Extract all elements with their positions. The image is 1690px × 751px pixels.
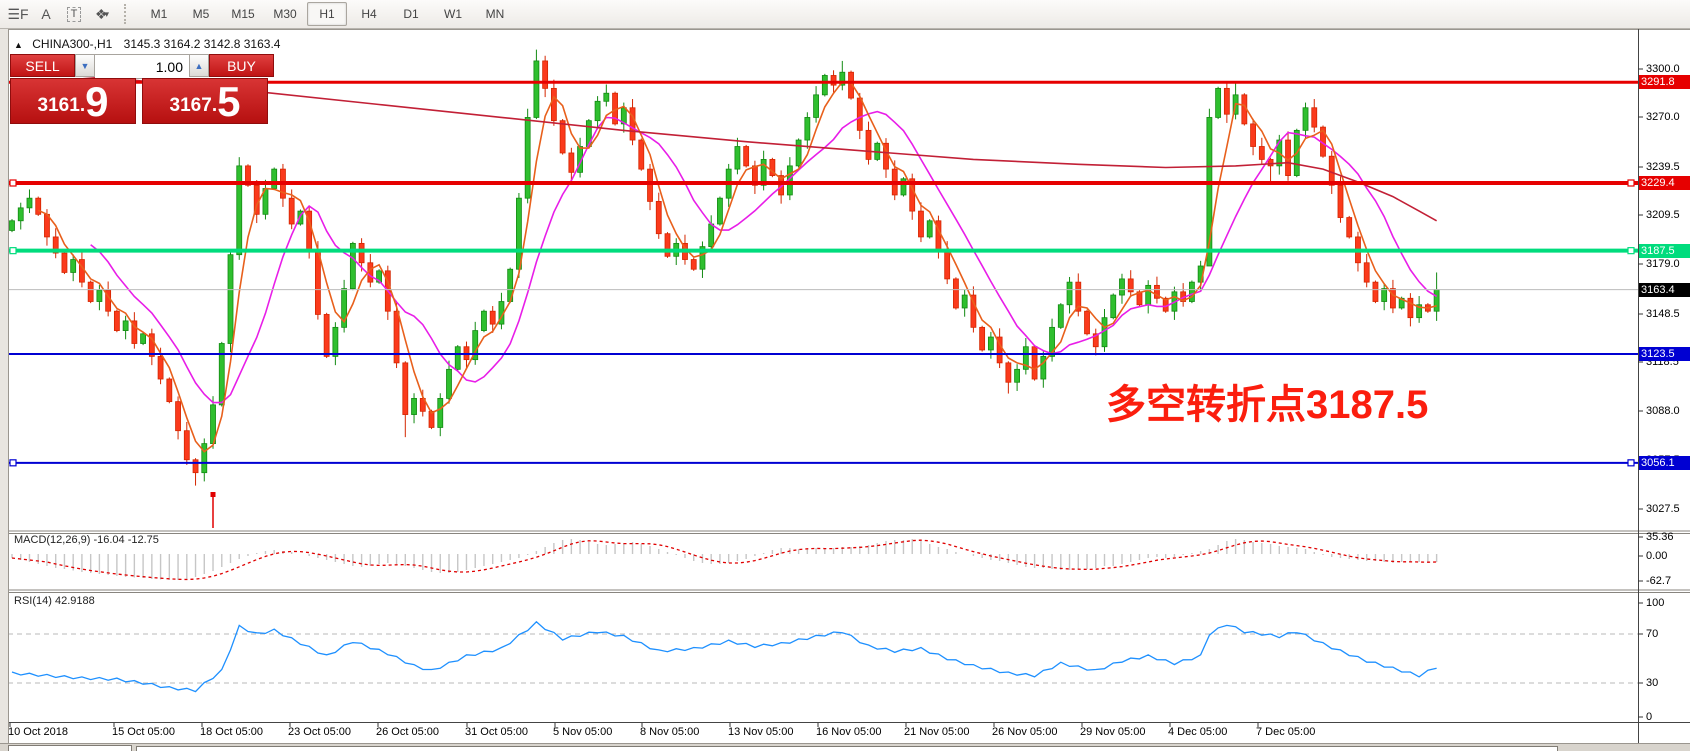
buy-button[interactable]: BUY (209, 54, 274, 77)
chart-region: ▲ CHINA300-,H1 3145.3 3164.2 3142.8 3163… (0, 29, 1690, 751)
timeframe-button-w1[interactable]: W1 (444, 7, 462, 21)
chevron-up-icon: ▲ (194, 60, 204, 71)
rsi-pane (8, 620, 1638, 693)
timeframe-button-m1[interactable]: M1 (150, 7, 168, 21)
chevron-down-icon: ▼ (80, 60, 90, 71)
chart-title: ▲ CHINA300-,H1 3145.3 3164.2 3142.8 3163… (14, 37, 280, 51)
price-level-label: 3123.5 (1639, 347, 1690, 361)
rsi-indicator-label: RSI(14) 42.9188 (14, 595, 95, 607)
buy-price-main: 3167. (169, 95, 218, 116)
volume-decrease-button[interactable]: ▼ (75, 54, 95, 77)
trade-price-row: 3161. 9 3167. 5 (10, 78, 274, 124)
chart-tab-bar[interactable] (136, 746, 1558, 751)
price-level-label: 3291.8 (1639, 75, 1690, 89)
text-label-icon[interactable]: A (41, 6, 51, 22)
timeframe-button-h4[interactable]: H4 (361, 7, 377, 21)
chart-left-gutter (0, 29, 9, 751)
volume-increase-button[interactable]: ▲ (189, 54, 209, 77)
hline-anchor[interactable] (9, 247, 17, 255)
text-object-icon[interactable]: T (60, 2, 88, 26)
indicator-axis-tick: 0 (1646, 711, 1653, 723)
chart-tab[interactable] (8, 745, 132, 751)
candles-layer (9, 49, 1440, 486)
time-axis-label: 7 Dec 05:00 (1256, 726, 1316, 738)
price-axis-tick: 3209.5 (1646, 209, 1680, 221)
price-level-label: 3163.4 (1639, 283, 1690, 297)
timeframe-button-h1[interactable]: H1 (307, 2, 347, 26)
price-axis-tick: 3239.5 (1646, 161, 1680, 173)
hline-anchor[interactable] (9, 459, 17, 467)
panel-collapse-arrow-icon[interactable]: ▲ (14, 40, 23, 50)
buy-price-big-digit: 5 (217, 78, 241, 125)
time-axis-label: 5 Nov 05:00 (553, 726, 613, 738)
time-axis-label: 31 Oct 05:00 (465, 726, 528, 738)
time-axis-label: 29 Nov 05:00 (1080, 726, 1146, 738)
timeframe-button-m30[interactable]: M30 (273, 7, 297, 21)
chart-text-annotation[interactable]: 多空转折点3187.5 (1106, 383, 1429, 427)
time-axis-label: 10 Oct 2018 (8, 726, 68, 738)
timeframe-button-mn[interactable]: MN (485, 7, 505, 21)
macd-signal-line (11, 539, 1437, 581)
red-marker (210, 492, 216, 528)
price-axis-tick: 3148.5 (1646, 308, 1680, 320)
trade-controls-row: SELL ▼ ▲ BUY (10, 54, 274, 79)
price-level-label: 3056.1 (1639, 456, 1690, 470)
chart-tab-strip (0, 743, 1690, 751)
time-axis-label: 26 Oct 05:00 (376, 726, 439, 738)
price-axis-tick: 3088.0 (1646, 405, 1680, 417)
volume-input[interactable] (95, 54, 189, 79)
hline-anchor[interactable] (1627, 179, 1635, 187)
price-chart-canvas[interactable] (0, 29, 1690, 751)
sell-price-main: 3161. (37, 95, 86, 116)
chart-shift-icon[interactable]: ☰F (7, 5, 29, 22)
chart-toolbar: ☰F A T ❖ ▾ M1 M5 M15 M30 H1 H4 D1 W1 MN (0, 0, 1690, 29)
timeframe-button-group: M1 M5 M15 M30 H1 H4 D1 W1 MN (139, 2, 515, 26)
price-axis-tick: 3270.0 (1646, 111, 1680, 123)
indicator-axis-tick: 30 (1646, 677, 1659, 689)
time-axis-label: 18 Oct 05:00 (200, 726, 263, 738)
rsi-line (11, 620, 1437, 693)
price-axis-tick: 3027.5 (1646, 503, 1680, 515)
hline-anchor[interactable] (1627, 459, 1635, 467)
sell-price-big-digit: 9 (85, 78, 109, 125)
time-axis-label: 4 Dec 05:00 (1168, 726, 1228, 738)
indicator-axis-tick: 0.00 (1646, 550, 1668, 562)
dropdown-caret-icon[interactable]: ▾ (104, 8, 110, 19)
time-axis-label: 8 Nov 05:00 (640, 726, 700, 738)
time-axis-label: 15 Oct 05:00 (112, 726, 175, 738)
ma-fast-magenta-line (90, 110, 1438, 404)
horizontal-level-lines (8, 80, 1638, 467)
bar-ohlc-values: 3145.3 3164.2 3142.8 3163.4 (123, 37, 281, 51)
buy-price-display[interactable]: 3167. 5 (142, 78, 268, 124)
timeframe-button-m5[interactable]: M5 (192, 7, 210, 21)
timeframe-button-m15[interactable]: M15 (231, 7, 255, 21)
time-axis-label: 21 Nov 05:00 (904, 726, 970, 738)
symbol-timeframe-label: CHINA300-,H1 (32, 37, 113, 51)
hline-anchor[interactable] (1627, 247, 1635, 255)
price-level-label: 3187.5 (1639, 244, 1690, 258)
time-axis-label: 16 Nov 05:00 (816, 726, 882, 738)
macd-indicator-label: MACD(12,26,9) -16.04 -12.75 (14, 534, 159, 546)
indicator-axis-tick: 100 (1646, 597, 1665, 609)
one-click-trading-panel: SELL ▼ ▲ BUY 3161.9 3167.5 (10, 54, 274, 124)
time-axis-label: 26 Nov 05:00 (992, 726, 1058, 738)
indicator-axis-tick: -62.7 (1646, 575, 1672, 587)
time-axis-label: 23 Oct 05:00 (288, 726, 351, 738)
chart-frame (0, 29, 1690, 743)
hline-anchor[interactable] (9, 179, 17, 187)
price-axis-tick: 3300.0 (1646, 63, 1680, 75)
macd-pane (11, 539, 1438, 581)
indicator-axis-tick: 70 (1646, 628, 1659, 640)
toolbar-icon-group: ☰F A T ❖ ▾ (4, 2, 116, 26)
sell-button[interactable]: SELL (10, 54, 75, 77)
toolbar-grip[interactable] (124, 4, 131, 24)
price-axis-tick: 3179.0 (1646, 258, 1680, 270)
indicator-axis-tick: 35.36 (1646, 531, 1674, 543)
sell-price-display[interactable]: 3161. 9 (10, 78, 136, 124)
time-axis-label: 13 Nov 05:00 (728, 726, 794, 738)
price-level-label: 3229.4 (1639, 176, 1690, 190)
shapes-icon[interactable]: ❖ ▾ (94, 5, 110, 22)
timeframe-button-d1[interactable]: D1 (403, 7, 419, 21)
